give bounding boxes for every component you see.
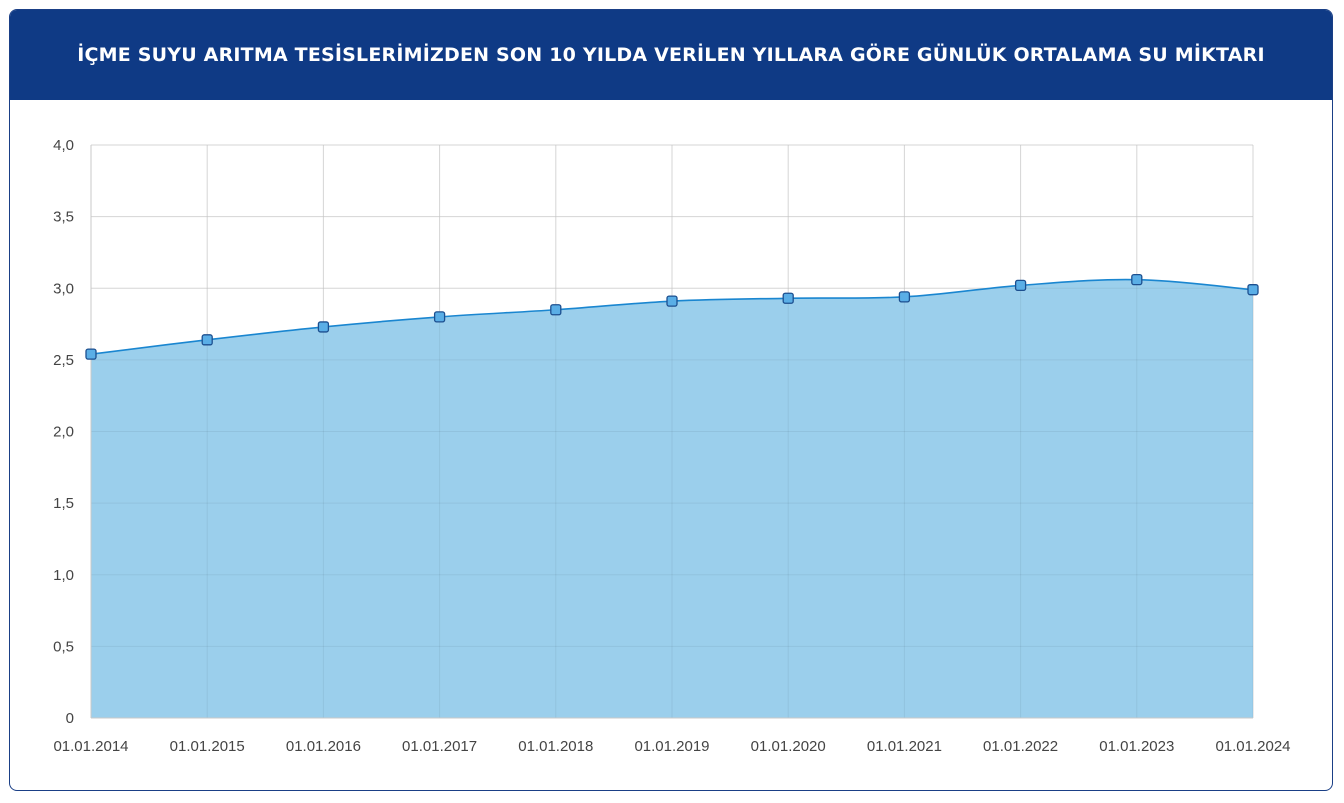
- y-tick-label: 3,0: [53, 280, 74, 297]
- axes: [90, 145, 1253, 719]
- data-point[interactable]: [1014, 279, 1027, 292]
- data-point[interactable]: [898, 291, 911, 303]
- data-point[interactable]: [201, 334, 213, 346]
- data-point[interactable]: [1247, 284, 1259, 296]
- y-tick-label: 0: [66, 710, 74, 727]
- data-point[interactable]: [433, 311, 446, 323]
- x-axis-ticks: 01.01.2014 01.01.2015 01.01.2016 01.01.2017…: [53, 738, 1290, 755]
- x-tick-label: 01.01.2024: [1215, 738, 1290, 755]
- x-tick-label: 01.01.2017: [402, 738, 477, 755]
- x-tick-label: 01.01.2014: [53, 738, 128, 755]
- x-tick-label: 01.01.2022: [983, 738, 1058, 755]
- area-fill: [91, 279, 1253, 718]
- data-point[interactable]: [317, 321, 330, 333]
- y-axis-ticks: 0 0,5 1,0 1,5 2,0 2,5 3,0 3,5 4,0: [53, 137, 74, 727]
- data-point[interactable]: [550, 304, 562, 316]
- x-tick-label: 01.01.2016: [286, 738, 361, 755]
- x-tick-label: 01.01.2020: [751, 738, 826, 755]
- y-tick-label: 2,0: [53, 424, 74, 441]
- y-tick-label: 2,5: [53, 352, 74, 369]
- x-tick-label: 01.01.2015: [170, 738, 245, 755]
- y-tick-label: 1,0: [53, 567, 74, 584]
- data-point[interactable]: [666, 295, 678, 307]
- area-layer: [90, 144, 1254, 718]
- data-markers: [85, 274, 1259, 360]
- x-tick-label: 01.01.2018: [518, 738, 593, 755]
- y-tick-label: 4,0: [53, 137, 74, 154]
- x-tick-label: 01.01.2019: [634, 738, 709, 755]
- chart-title: İÇME SUYU ARITMA TESİSLERİMİZDEN SON 10 …: [77, 44, 1265, 66]
- data-point[interactable]: [782, 292, 794, 304]
- x-tick-label: 01.01.2023: [1099, 738, 1174, 755]
- x-tick-label: 01.01.2021: [867, 738, 942, 755]
- y-tick-label: 1,5: [53, 495, 74, 512]
- chart-header: İÇME SUYU ARITMA TESİSLERİMİZDEN SON 10 …: [10, 10, 1332, 100]
- y-tick-label: 3,5: [53, 209, 74, 226]
- y-tick-label: 0,5: [53, 638, 74, 655]
- data-point[interactable]: [1131, 274, 1143, 286]
- data-point[interactable]: [85, 348, 97, 360]
